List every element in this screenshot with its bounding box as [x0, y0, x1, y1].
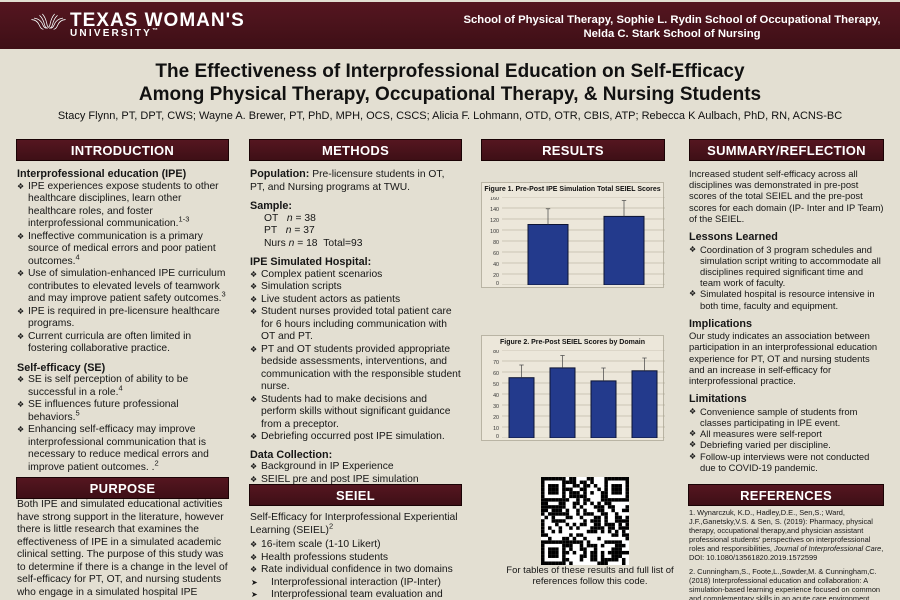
svg-text:60: 60: [493, 251, 499, 257]
svg-text:40: 40: [493, 393, 499, 399]
svg-text:120: 120: [490, 218, 499, 224]
svg-text:0: 0: [496, 434, 499, 438]
svg-text:20: 20: [493, 273, 499, 279]
svg-text:80: 80: [493, 240, 499, 246]
svg-text:50: 50: [493, 382, 499, 388]
svg-text:0: 0: [496, 281, 499, 285]
svg-text:10: 10: [493, 426, 499, 432]
svg-text:70: 70: [493, 360, 499, 366]
svg-text:100: 100: [490, 229, 499, 235]
svg-text:160: 160: [490, 197, 499, 202]
svg-text:30: 30: [493, 404, 499, 410]
svg-text:40: 40: [493, 262, 499, 268]
svg-text:20: 20: [493, 415, 499, 421]
svg-text:80: 80: [493, 350, 499, 355]
svg-text:60: 60: [493, 371, 499, 377]
svg-text:140: 140: [490, 207, 499, 213]
